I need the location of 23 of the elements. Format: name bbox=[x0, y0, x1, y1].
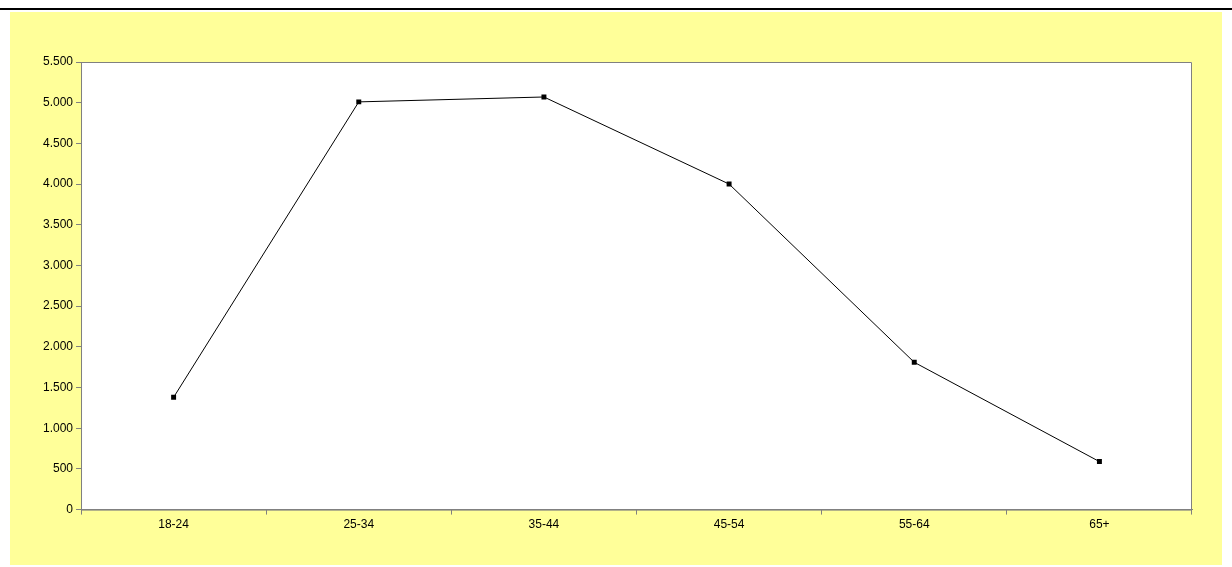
y-tick-label: 2.500 bbox=[43, 298, 74, 313]
x-tick-label: 18-24 bbox=[158, 517, 190, 532]
y-tick-label: 3.500 bbox=[43, 217, 74, 232]
y-tick-label: 4.500 bbox=[43, 135, 74, 150]
x-tick-label: 65+ bbox=[1089, 517, 1110, 532]
x-tick-label: 35-44 bbox=[528, 517, 560, 532]
point bbox=[356, 99, 362, 105]
y-tick-label: 5.000 bbox=[43, 95, 74, 109]
y-tick-label: 2.000 bbox=[43, 339, 74, 354]
x-tick-label: 25-34 bbox=[343, 517, 375, 532]
y-tick-label: 1.500 bbox=[43, 379, 74, 394]
point bbox=[726, 181, 732, 187]
point bbox=[171, 394, 177, 400]
point bbox=[911, 359, 917, 365]
x-tick-label: 55-64 bbox=[898, 517, 930, 532]
y-tick-label: 4.000 bbox=[43, 176, 74, 191]
y-tick-label: 5.500 bbox=[43, 54, 74, 69]
y-tick-label: 500 bbox=[53, 461, 74, 476]
y-tick-label: 1.000 bbox=[43, 420, 74, 435]
y-tick-label: 3.000 bbox=[43, 257, 74, 272]
x-tick-label: 45-54 bbox=[713, 517, 745, 532]
point bbox=[1096, 459, 1102, 465]
y-tick-label: 0 bbox=[66, 501, 74, 516]
